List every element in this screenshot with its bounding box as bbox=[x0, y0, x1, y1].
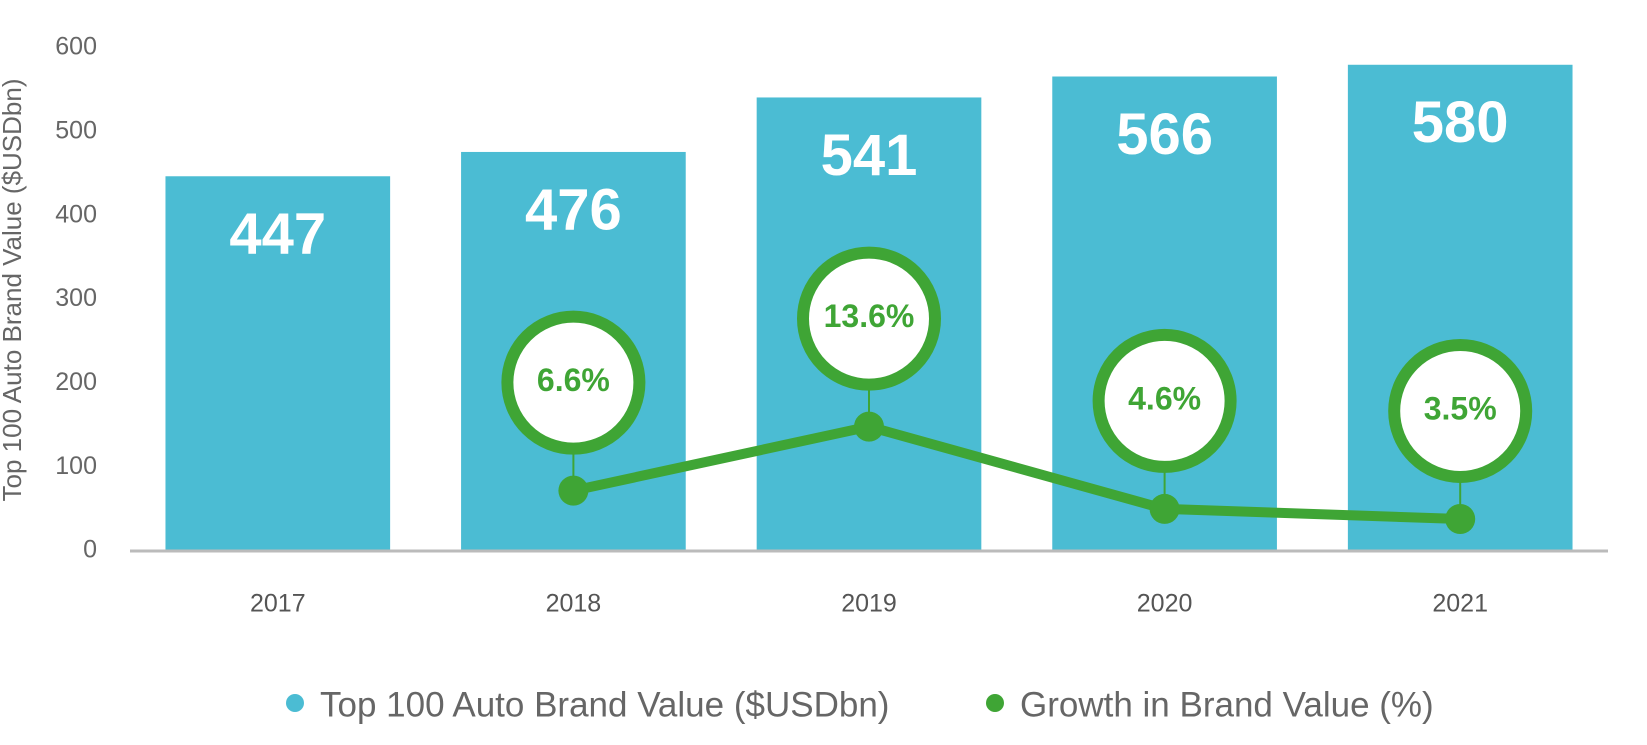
legend-label: Top 100 Auto Brand Value ($USDbn) bbox=[320, 685, 889, 724]
bar-value-label: 566 bbox=[1116, 102, 1213, 167]
line-point bbox=[854, 411, 884, 442]
x-tick-label: 2018 bbox=[546, 590, 602, 618]
line-value-label: 13.6% bbox=[824, 298, 915, 334]
y-tick-label: 400 bbox=[55, 200, 97, 228]
legend-marker bbox=[986, 694, 1004, 712]
x-tick-label: 2017 bbox=[250, 590, 306, 618]
bar-value-label: 541 bbox=[821, 123, 918, 188]
legend-label: Growth in Brand Value (%) bbox=[1020, 685, 1434, 724]
x-tick-label: 2021 bbox=[1432, 590, 1488, 618]
line-value-label: 4.6% bbox=[1128, 380, 1201, 416]
y-tick-label: 300 bbox=[55, 284, 97, 312]
line-point bbox=[1149, 493, 1180, 524]
line-value-label: 6.6% bbox=[537, 362, 610, 398]
y-tick-label: 500 bbox=[55, 116, 97, 144]
bar bbox=[165, 176, 391, 551]
x-tick-label: 2019 bbox=[841, 590, 897, 618]
bar-value-label: 580 bbox=[1412, 90, 1509, 155]
y-tick-label: 200 bbox=[55, 368, 97, 396]
y-tick-label: 0 bbox=[83, 536, 97, 564]
bar-value-label: 476 bbox=[525, 177, 622, 242]
callout-circle bbox=[797, 246, 941, 391]
line-point bbox=[558, 475, 589, 506]
line-point bbox=[1445, 503, 1476, 534]
callout-circle bbox=[501, 310, 646, 455]
callout-circle bbox=[1092, 328, 1237, 473]
bar-value-label: 447 bbox=[229, 202, 326, 267]
x-tick-label: 2020 bbox=[1137, 590, 1193, 618]
callout-circle bbox=[1388, 338, 1533, 483]
y-axis-title: Top 100 Auto Brand Value ($USDbn) bbox=[0, 78, 27, 501]
y-tick-label: 600 bbox=[55, 33, 97, 61]
growth-line bbox=[572, 421, 1461, 524]
legend-marker bbox=[286, 694, 304, 712]
line-value-label: 3.5% bbox=[1424, 390, 1497, 426]
y-tick-label: 100 bbox=[55, 452, 97, 480]
